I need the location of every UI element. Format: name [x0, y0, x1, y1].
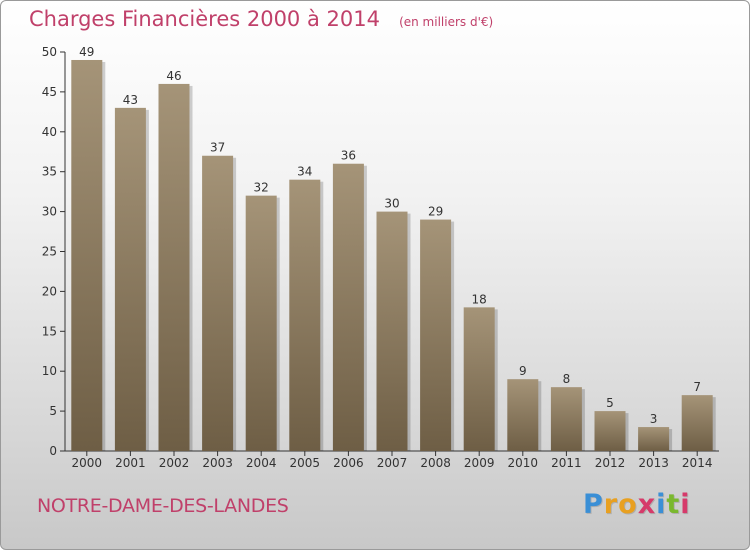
bar-2004	[245, 195, 277, 451]
logo-letter: o	[618, 489, 638, 520]
x-tick-label: 2011	[551, 456, 582, 470]
y-tick-label: 5	[49, 404, 57, 418]
value-label: 36	[341, 149, 356, 163]
value-label: 46	[166, 69, 181, 83]
x-tick-label: 2000	[72, 456, 103, 470]
value-label: 5	[606, 396, 614, 410]
logo-letter: x	[637, 489, 657, 520]
bar-2003	[202, 155, 234, 452]
x-tick-labels: 2000 2001 2002 2003 2004 2005 2006 2007 2008 2009…	[72, 456, 713, 470]
bar-2007	[376, 211, 408, 451]
value-label: 9	[519, 364, 527, 378]
value-label: 34	[297, 165, 312, 179]
x-tick-label: 2002	[159, 456, 190, 470]
logo-letter: P	[583, 489, 604, 520]
x-tick-label: 2013	[638, 456, 669, 470]
logo-letter: r	[603, 489, 619, 520]
logo-letter: t	[666, 489, 681, 520]
y-tick-labels: 0 5 10 15 20 25 30 35 40 45 50	[42, 45, 57, 458]
bar-2005	[289, 179, 321, 451]
bar-2014	[681, 395, 713, 451]
bar-2009	[463, 307, 495, 451]
x-tick-label: 2012	[595, 456, 626, 470]
logo-letter: i	[656, 489, 667, 520]
x-tick-label: 2004	[246, 456, 277, 470]
y-tick-label: 0	[49, 444, 57, 458]
x-tick-label: 2001	[115, 456, 146, 470]
y-tick-label: 50	[42, 45, 57, 59]
bar-2012	[594, 411, 626, 451]
value-label: 29	[428, 205, 443, 219]
value-label: 3	[650, 412, 658, 426]
y-tick-label: 10	[42, 364, 57, 378]
value-label: 8	[563, 372, 571, 386]
bar-2000	[71, 59, 103, 451]
value-label: 30	[384, 197, 399, 211]
x-tick-label: 2010	[508, 456, 539, 470]
y-tick-label: 20	[42, 284, 57, 298]
value-label: 37	[210, 141, 225, 155]
x-tick-label: 2006	[333, 456, 364, 470]
value-label: 7	[693, 380, 701, 394]
value-label: 18	[472, 292, 487, 306]
x-tick-label: 2007	[377, 456, 408, 470]
x-tick-label: 2003	[202, 456, 233, 470]
x-tick-label: 2005	[290, 456, 321, 470]
y-tick-label: 35	[42, 165, 57, 179]
y-tick-label: 45	[42, 85, 57, 99]
y-tick-label: 25	[42, 245, 57, 259]
chart-title: Charges Financières 2000 à 2014	[29, 7, 380, 31]
title-row: Charges Financières 2000 à 2014 (en mill…	[29, 7, 493, 31]
bar-2008	[420, 219, 452, 451]
y-tick-label: 40	[42, 125, 57, 139]
bar-2011	[550, 387, 582, 451]
bar-2006	[332, 163, 364, 451]
y-tick-label: 15	[42, 324, 57, 338]
logo-letter: i	[680, 489, 691, 520]
value-label: 43	[123, 93, 138, 107]
bar-2010	[507, 379, 539, 451]
x-tick-label: 2014	[682, 456, 713, 470]
x-tick-label: 2008	[420, 456, 451, 470]
value-label: 32	[254, 181, 269, 195]
x-tick-label: 2009	[464, 456, 495, 470]
location-name: NOTRE-DAME-DES-LANDES	[37, 495, 289, 517]
bar-2001	[114, 107, 146, 452]
chart-unit: (en milliers d'€)	[399, 15, 494, 29]
bar-2013	[638, 427, 670, 451]
value-label: 49	[79, 45, 94, 59]
bars	[71, 59, 716, 452]
y-tick-label: 30	[42, 205, 57, 219]
bar-2002	[158, 83, 190, 452]
proxiti-logo[interactable]: Proxiti	[583, 489, 691, 520]
